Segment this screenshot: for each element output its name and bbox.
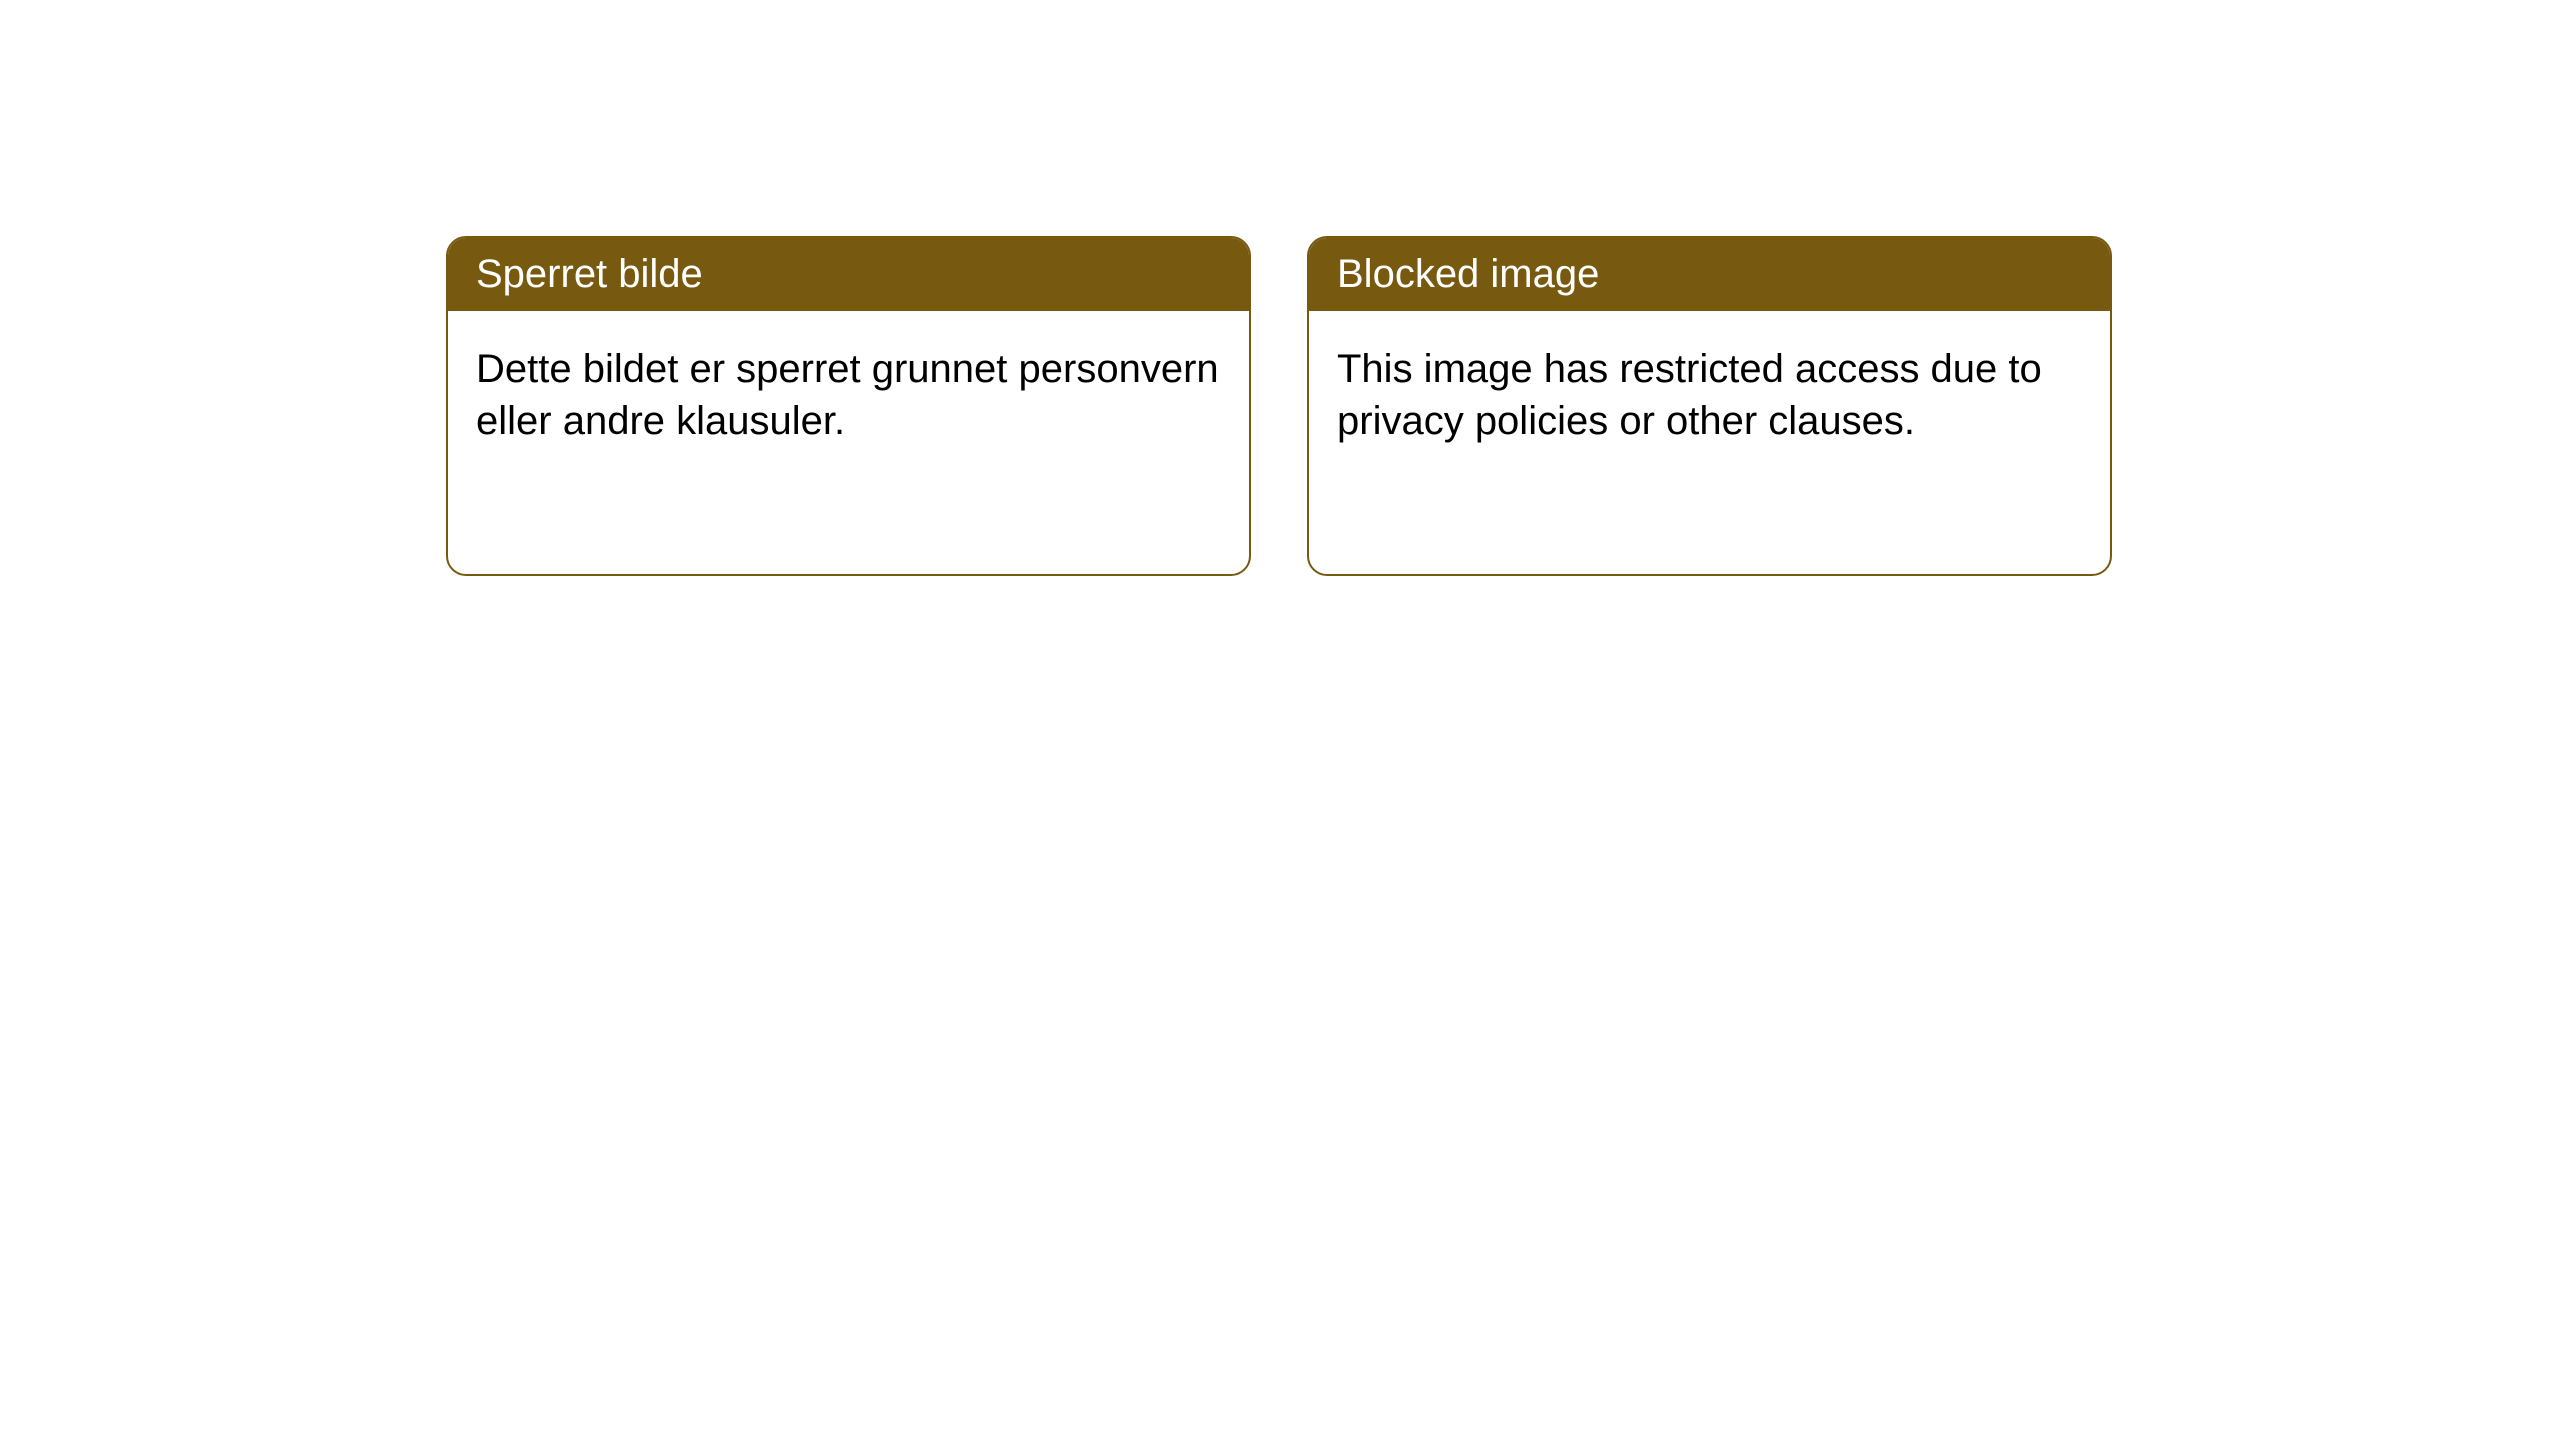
notice-card-english: Blocked image This image has restricted … [1307,236,2112,576]
notice-container: Sperret bilde Dette bildet er sperret gr… [446,236,2112,576]
card-header-norwegian: Sperret bilde [448,238,1249,311]
notice-card-norwegian: Sperret bilde Dette bildet er sperret gr… [446,236,1251,576]
card-body-english: This image has restricted access due to … [1309,311,2110,479]
card-body-norwegian: Dette bildet er sperret grunnet personve… [448,311,1249,479]
card-header-english: Blocked image [1309,238,2110,311]
